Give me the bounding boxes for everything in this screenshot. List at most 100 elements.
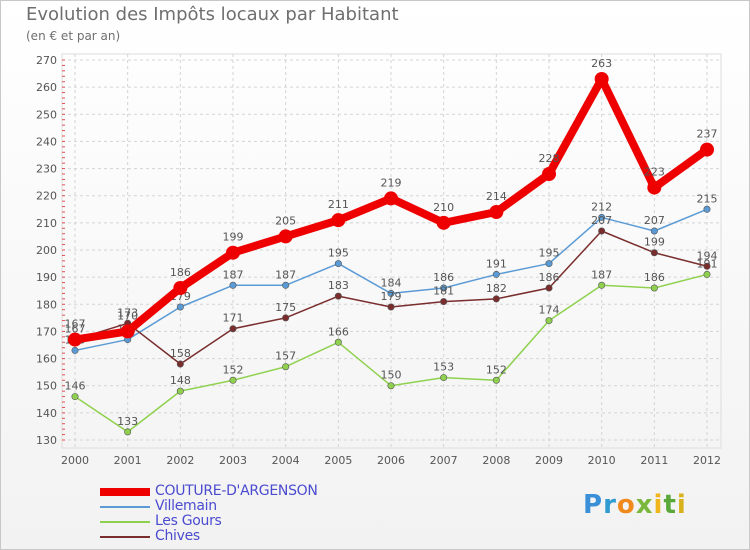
data-label: 184 [381, 276, 402, 289]
data-label: 158 [170, 347, 191, 360]
data-label: 263 [591, 57, 612, 70]
data-point [440, 374, 448, 382]
y-tick-label: 210 [36, 217, 57, 230]
data-label: 199 [223, 231, 244, 244]
data-label: 215 [697, 192, 718, 205]
data-label: 167 [65, 318, 86, 331]
data-label: 187 [591, 268, 612, 281]
data-point [703, 270, 711, 278]
data-label: 150 [381, 369, 402, 382]
x-tick-label: 2003 [219, 454, 247, 467]
data-point [176, 303, 184, 311]
data-point [124, 428, 132, 436]
data-point [650, 227, 658, 235]
data-label: 211 [328, 198, 349, 211]
data-point [229, 281, 237, 289]
y-tick-label: 150 [36, 380, 57, 393]
data-label: 167 [65, 323, 86, 336]
x-tick-label: 2005 [324, 454, 352, 467]
x-tick-label: 2001 [114, 454, 142, 467]
y-tick-label: 240 [36, 135, 57, 148]
legend-swatch [100, 536, 150, 538]
data-label: 146 [65, 380, 86, 393]
data-point [278, 229, 293, 244]
data-point [334, 260, 342, 268]
y-tick-label: 130 [36, 434, 57, 447]
data-point [650, 284, 658, 292]
x-tick-label: 2010 [588, 454, 616, 467]
data-label: 153 [433, 361, 454, 374]
data-label: 186 [539, 271, 560, 284]
data-label: 179 [381, 290, 402, 303]
data-label: 186 [433, 271, 454, 284]
data-label: 186 [644, 271, 665, 284]
data-label: 210 [433, 201, 454, 214]
data-point [387, 289, 395, 297]
data-label: 228 [539, 152, 560, 165]
data-label: 191 [486, 257, 507, 270]
legend-swatch [100, 521, 150, 523]
x-tick-label: 2009 [535, 454, 563, 467]
data-point [229, 376, 237, 384]
y-tick-label: 160 [36, 353, 57, 366]
data-point [331, 213, 346, 228]
data-label: 166 [328, 325, 349, 338]
x-tick-label: 2004 [272, 454, 300, 467]
data-label: 223 [644, 166, 665, 179]
data-point [492, 270, 500, 278]
data-label: 205 [275, 214, 296, 227]
y-tick-label: 180 [36, 298, 57, 311]
x-tick-label: 2000 [61, 454, 89, 467]
data-label: 171 [223, 312, 244, 325]
data-label: 182 [486, 282, 507, 295]
y-tick-label: 220 [36, 190, 57, 203]
chart-subtitle: (en € et par an) [26, 29, 121, 43]
data-point [703, 205, 711, 213]
y-tick-label: 230 [36, 163, 57, 176]
data-point [71, 346, 79, 354]
y-tick-label: 260 [36, 81, 57, 94]
data-point [334, 338, 342, 346]
data-point [176, 360, 184, 368]
data-point [598, 227, 606, 235]
x-tick-label: 2011 [640, 454, 668, 467]
data-point [440, 284, 448, 292]
legend-swatch [100, 488, 150, 496]
data-point [647, 180, 662, 195]
data-label: 152 [486, 363, 507, 376]
data-label: 207 [644, 214, 665, 227]
data-label: 175 [275, 301, 296, 314]
data-point [282, 314, 290, 322]
data-label: 187 [275, 268, 296, 281]
data-label: 174 [539, 304, 560, 317]
data-point [650, 249, 658, 257]
y-tick-label: 140 [36, 407, 57, 420]
data-label: 157 [275, 350, 296, 363]
proxiti-logo: Proxiti [583, 490, 687, 520]
legend-swatch [100, 506, 150, 508]
data-point [489, 205, 504, 219]
data-point [598, 213, 606, 221]
data-point [71, 393, 79, 401]
data-point [700, 142, 714, 157]
data-point [226, 245, 240, 260]
data-label: 152 [223, 363, 244, 376]
data-point [334, 292, 342, 300]
data-point [384, 191, 398, 206]
chart-title: Evolution des Impôts locaux par Habitant [26, 4, 399, 25]
data-point [229, 325, 237, 333]
data-point [703, 262, 711, 270]
data-point [176, 387, 184, 395]
x-tick-label: 2012 [693, 454, 721, 467]
data-label: 186 [170, 266, 191, 279]
legend-label: COUTURE-D'ARGENSON [155, 483, 318, 499]
data-label: 237 [697, 128, 718, 141]
data-point [545, 317, 553, 325]
x-tick-label: 2008 [482, 454, 510, 467]
data-label: 173 [117, 306, 138, 319]
data-point [545, 260, 553, 268]
data-point [387, 303, 395, 311]
data-label: 207 [591, 214, 612, 227]
x-tick-label: 2006 [377, 454, 405, 467]
